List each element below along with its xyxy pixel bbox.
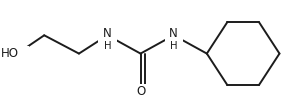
Text: H: H — [170, 41, 177, 51]
Text: N: N — [103, 27, 112, 40]
Bar — [98, 25, 116, 46]
Bar — [135, 84, 146, 99]
Text: N: N — [169, 27, 178, 40]
Bar — [5, 46, 29, 61]
Text: H: H — [103, 41, 111, 51]
Text: HO: HO — [1, 47, 19, 60]
Text: O: O — [136, 85, 145, 98]
Bar — [164, 25, 183, 46]
